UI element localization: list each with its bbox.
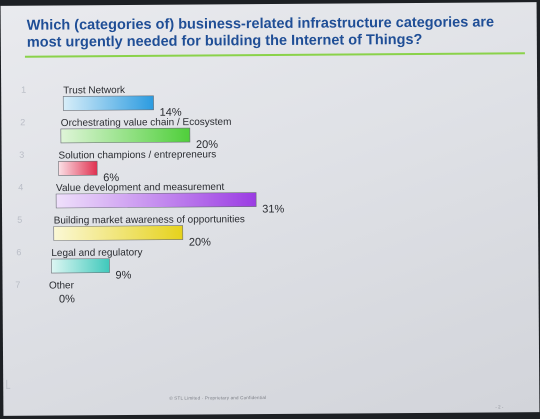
slide-corner-mark — [6, 379, 11, 389]
bar — [58, 160, 98, 176]
category-label: Value development and measurement — [56, 182, 225, 194]
bar — [53, 225, 184, 241]
slide-footer: © STL Limited · Proprietary and Confiden… — [169, 395, 267, 401]
bar — [55, 192, 257, 209]
category-label: Other — [49, 280, 75, 291]
value-label: 9% — [115, 269, 131, 281]
category-label: Legal and regulatory — [51, 247, 142, 259]
category-label: Solution champions / entrepreneurs — [58, 149, 216, 161]
value-label: 6% — [103, 172, 119, 184]
value-label: 31% — [262, 203, 284, 215]
bar — [60, 127, 191, 144]
row-number: 4 — [18, 182, 23, 192]
row-number: 3 — [19, 150, 24, 160]
category-label: Building market awareness of opportuniti… — [54, 214, 245, 226]
bar — [62, 95, 154, 111]
value-label: 0% — [59, 293, 75, 305]
row-number: 5 — [17, 215, 22, 225]
value-label: 14% — [160, 107, 182, 119]
row-number: 2 — [20, 117, 25, 127]
bar — [51, 258, 110, 274]
row-number: 6 — [16, 247, 21, 257]
category-label: Orchestrating value chain / Ecosystem — [61, 117, 232, 129]
value-label: 20% — [189, 236, 211, 248]
category-label: Trust Network — [63, 85, 126, 96]
page-number: - 2 - — [495, 404, 504, 410]
row-number: 7 — [15, 280, 20, 290]
row-number: 1 — [21, 85, 26, 95]
value-label: 20% — [196, 139, 218, 151]
